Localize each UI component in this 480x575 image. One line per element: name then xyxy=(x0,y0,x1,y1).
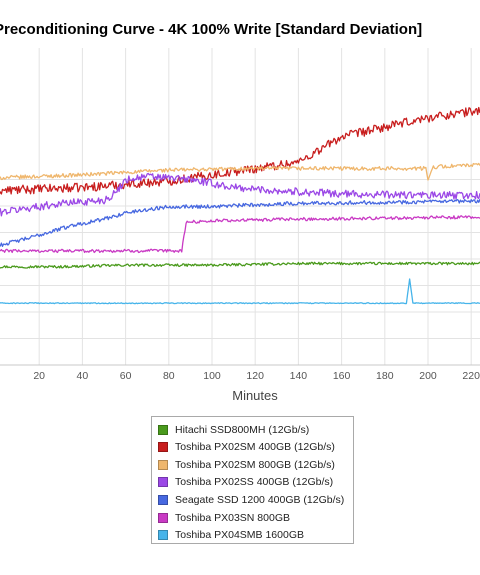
legend-item: Toshiba PX03SN 800GB xyxy=(158,509,290,526)
legend-label: Toshiba PX02SM 400GB (12Gb/s) xyxy=(175,441,335,454)
legend-swatch xyxy=(158,424,168,435)
legend-item: Toshiba PX02SS 400GB (12Gb/s) xyxy=(158,474,333,491)
legend-label: Seagate SSD 1200 400GB (12Gb/s) xyxy=(175,493,345,506)
x-axis-label: Minutes xyxy=(232,388,278,403)
x-tick-label: 60 xyxy=(120,370,132,382)
legend-label: Toshiba PX02SS 400GB (12Gb/s) xyxy=(175,476,334,489)
chart-title: Preconditioning Curve - 4K 100% Write [S… xyxy=(0,21,422,38)
legend-item: Toshiba PX02SM 400GB (12Gb/s) xyxy=(158,439,335,456)
x-tick-label: 180 xyxy=(376,370,394,382)
series-group xyxy=(0,106,480,305)
x-tick-label: 120 xyxy=(246,370,264,382)
x-tick-label: 200 xyxy=(419,370,437,382)
legend-swatch xyxy=(158,459,168,470)
x-tick-label: 140 xyxy=(290,370,308,382)
series-line-1 xyxy=(0,106,480,195)
x-tick-label: 160 xyxy=(333,370,351,382)
x-tick-label: 20 xyxy=(33,370,45,382)
legend-swatch xyxy=(158,512,168,523)
legend-swatch xyxy=(158,477,168,488)
x-tick-label: 40 xyxy=(77,370,89,382)
series-line-2 xyxy=(0,162,480,181)
series-line-4 xyxy=(0,198,480,248)
legend-item: Seagate SSD 1200 400GB (12Gb/s) xyxy=(158,491,344,508)
legend-label: Toshiba PX02SM 800GB (12Gb/s) xyxy=(175,458,335,471)
legend-swatch xyxy=(158,494,168,505)
grid xyxy=(0,48,480,366)
legend-item: Toshiba PX04SMB 1600GB xyxy=(158,527,304,544)
series-line-5 xyxy=(0,215,480,254)
legend-swatch xyxy=(158,442,168,453)
legend-label: Toshiba PX04SMB 1600GB xyxy=(175,529,304,542)
series-line-3 xyxy=(0,172,480,217)
x-tick-label: 100 xyxy=(203,370,221,382)
x-tick-label: 80 xyxy=(163,370,175,382)
legend: Hitachi SSD800MH (12Gb/s) Toshiba PX02SM … xyxy=(151,416,354,544)
legend-label: Toshiba PX03SN 800GB xyxy=(175,511,290,524)
series-line-6 xyxy=(0,278,480,305)
legend-item: Toshiba PX02SM 800GB (12Gb/s) xyxy=(158,456,335,473)
legend-item: Hitachi SSD800MH (12Gb/s) xyxy=(158,421,309,438)
legend-swatch xyxy=(158,530,168,541)
series-line-0 xyxy=(0,261,480,269)
x-tick-labels: 020406080100120140160180200220240260280 xyxy=(33,370,480,382)
x-tick-label: 220 xyxy=(462,370,480,382)
legend-label: Hitachi SSD800MH (12Gb/s) xyxy=(175,423,310,436)
